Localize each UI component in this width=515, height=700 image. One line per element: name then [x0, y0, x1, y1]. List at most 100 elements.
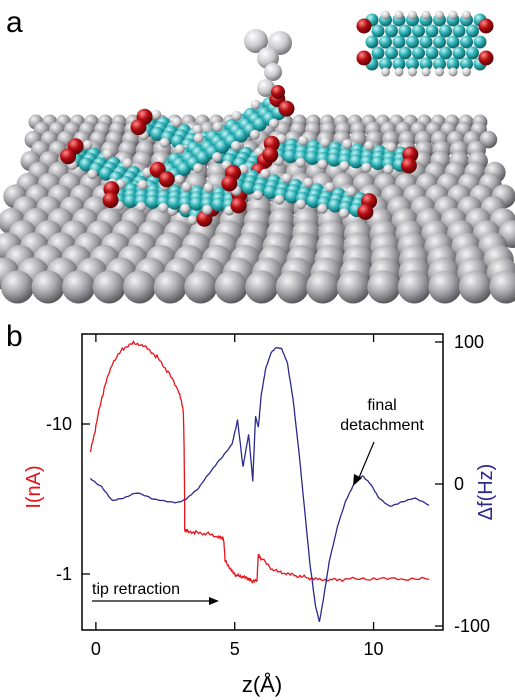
- hydrogen-atom: [260, 168, 271, 179]
- inset-hydrogen-atom: [462, 67, 471, 77]
- annotation-arrow-final-detachment: [357, 441, 375, 481]
- hydrogen-atom: [203, 182, 214, 193]
- oxygen-atom: [230, 197, 247, 214]
- hydrogen-atom: [250, 99, 261, 110]
- carbon-atom: [283, 149, 298, 164]
- inset-carbon-atom: [452, 46, 466, 60]
- substrate-atom: [153, 270, 187, 304]
- left-axis-ticks: -10 -1: [46, 414, 90, 584]
- inset-hydrogen-atom: [394, 67, 404, 77]
- inset-carbon-atom: [460, 35, 473, 49]
- panel-a-label: a: [6, 6, 23, 39]
- oxygen-atom: [262, 146, 279, 163]
- carbon-atom: [328, 198, 343, 213]
- hydrogen-atom: [320, 137, 331, 148]
- hydrogen-atom: [386, 142, 397, 153]
- afm-tip-atoms: [244, 29, 292, 99]
- inset-oxygen-atom: [356, 50, 372, 66]
- hydrogen-atom: [82, 140, 93, 150]
- inset-carbon-atom: [452, 24, 466, 38]
- inset-carbon-atom: [406, 35, 419, 49]
- inset-oxygen-atom: [356, 18, 372, 34]
- substrate-atom: [214, 270, 248, 304]
- inset-carbon-atom: [439, 46, 452, 60]
- tip-atom: [264, 63, 282, 81]
- oxygen-atom: [357, 203, 374, 220]
- hydrogen-atom: [317, 159, 328, 170]
- inset-carbon-atom: [439, 24, 452, 38]
- substrate-atom: [92, 270, 126, 304]
- inset-carbon-atom: [473, 35, 487, 49]
- hydrogen-atom: [151, 109, 162, 120]
- left-tick-label: -10: [46, 414, 72, 434]
- carbon-atom: [241, 180, 256, 195]
- oxygen-atom: [60, 148, 77, 165]
- oxygen-atom: [196, 210, 213, 227]
- substrate-atom: [397, 270, 431, 304]
- hydrogen-atom: [274, 194, 285, 205]
- carbon-atom: [327, 152, 342, 167]
- carbon-atom: [285, 189, 299, 204]
- substrate-atom: [367, 270, 401, 304]
- inset-carbon-atom: [379, 35, 392, 49]
- inset-carbon-atom: [379, 57, 392, 71]
- inset-oxygen-atom: [478, 18, 494, 34]
- inset-carbon-atom: [466, 24, 479, 38]
- inset-hydrogen-atom: [408, 67, 417, 77]
- right-tick-label: -100: [454, 616, 490, 636]
- left-axis-label: I(nA): [23, 465, 45, 508]
- oxygen-atom: [102, 192, 119, 209]
- inset-hydrogen-atom: [381, 67, 390, 77]
- substrate-atom: [479, 130, 498, 149]
- inset-carbon-atom: [446, 35, 460, 49]
- inset-hydrogen-atom: [435, 67, 444, 77]
- hydrogen-atom: [231, 140, 241, 151]
- hydrogen-atom: [339, 208, 349, 219]
- x-axis-ticks: 0 5 10: [91, 334, 384, 659]
- tip-retraction-arrowhead: [209, 597, 219, 605]
- hydrogen-atom: [202, 204, 213, 215]
- hydrogen-atom: [249, 129, 260, 140]
- hydrogen-atom: [342, 139, 353, 150]
- inset-carbon-atom: [392, 57, 406, 71]
- hydrogen-atom: [174, 174, 185, 185]
- oxygen-atom: [400, 157, 417, 174]
- annotation-tip-retraction: tip retraction: [92, 581, 180, 598]
- inset-carbon-atom: [419, 35, 433, 49]
- inset-carbon-atom: [460, 57, 473, 71]
- hydrogen-atom: [212, 122, 223, 132]
- inset-carbon-atom: [433, 35, 446, 49]
- ptcda-structure-inset: [356, 10, 494, 77]
- substrate-atom: [306, 270, 340, 304]
- carbon-atom: [211, 197, 226, 212]
- right-axis-label: Δf(Hz): [475, 464, 497, 521]
- x-tick-label: 0: [91, 639, 101, 659]
- plot-frame: [81, 333, 444, 631]
- inset-carbon-atom: [419, 57, 433, 71]
- right-tick-label: 0: [454, 474, 464, 494]
- carbon-atom: [305, 151, 320, 165]
- hydrogen-atom: [158, 202, 169, 213]
- inset-carbon-atom: [466, 46, 479, 60]
- panel-a-molecular-render: [0, 10, 515, 304]
- molecule-lifted: [149, 91, 295, 188]
- hydrogen-atom: [122, 158, 133, 169]
- carbon-atom: [349, 154, 364, 169]
- hydrogen-atom: [187, 215, 198, 225]
- substrate-atom: [123, 270, 157, 304]
- molecule-back-right: [262, 134, 419, 175]
- substrate-atom: [31, 270, 65, 304]
- x-tick-label: 10: [364, 639, 384, 659]
- hydrogen-atom: [317, 203, 328, 214]
- hydrogen-atom: [295, 199, 306, 210]
- current-series-line: [89, 339, 430, 585]
- inset-carbon-atom: [365, 35, 379, 49]
- ptcda-molecules: [60, 91, 419, 227]
- inset-carbon-atom: [398, 24, 412, 38]
- molecule-front-right: [221, 164, 378, 220]
- hydrogen-atom: [174, 144, 185, 155]
- panel-b-label: b: [6, 320, 23, 353]
- substrate-atom: [489, 270, 515, 304]
- inset-carbon-atom: [371, 24, 385, 38]
